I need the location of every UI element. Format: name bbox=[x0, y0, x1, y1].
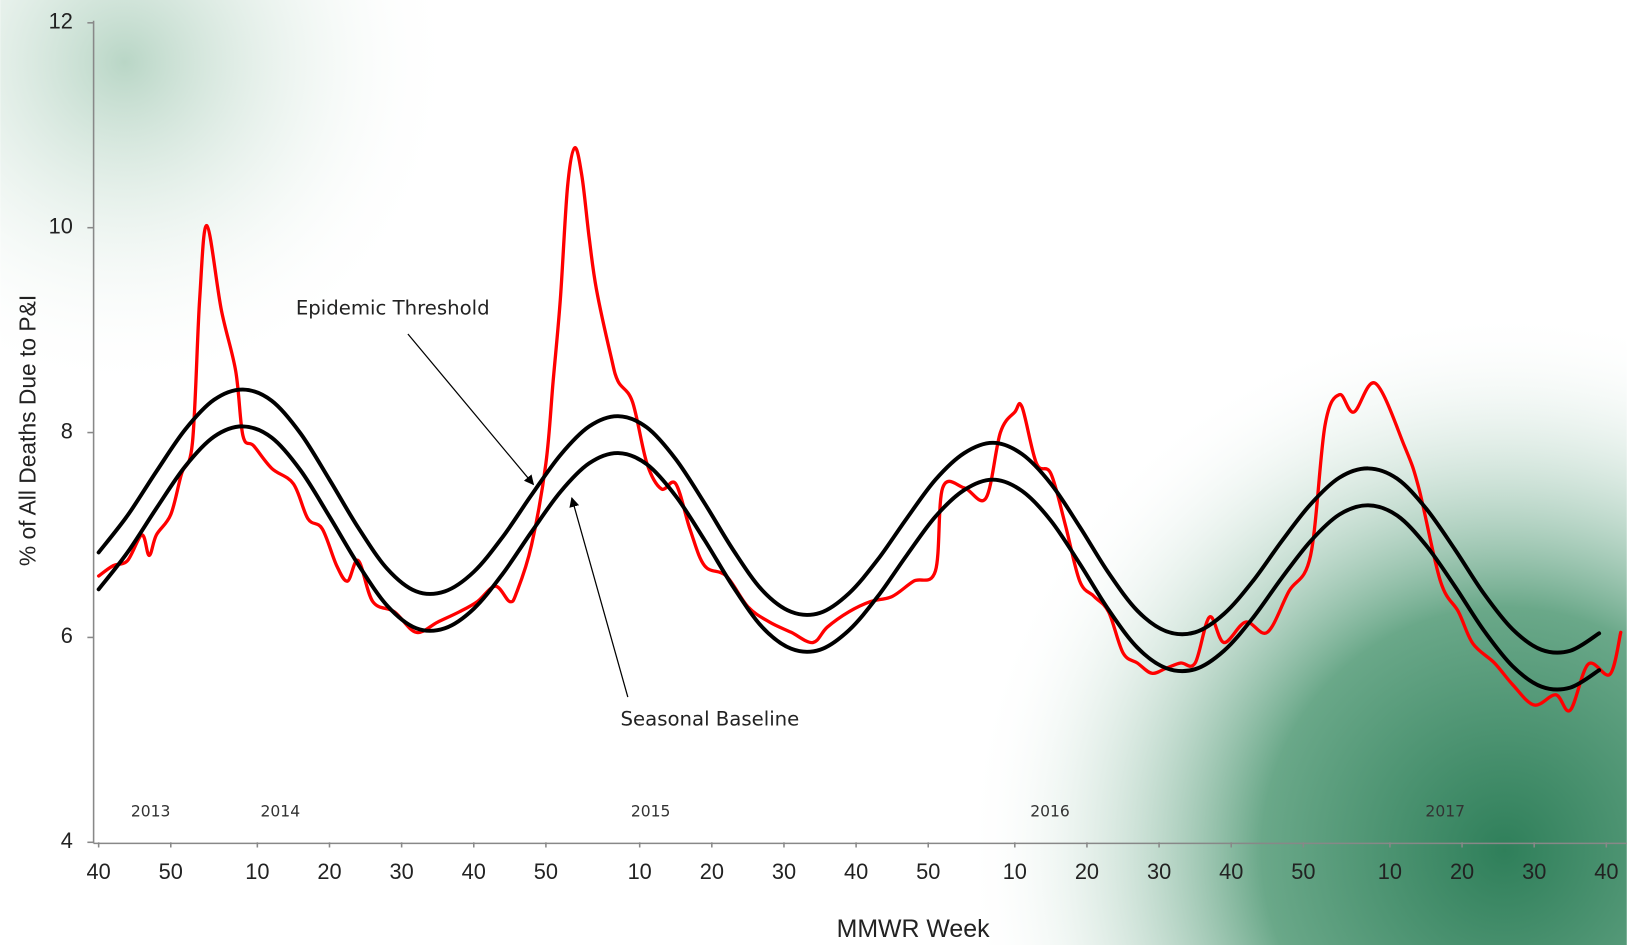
x-tick-label: 20 bbox=[700, 859, 724, 884]
x-tick-label: 50 bbox=[1291, 859, 1315, 884]
x-tick-label: 30 bbox=[1147, 859, 1171, 884]
year-label: 2015 bbox=[631, 803, 671, 821]
x-tick-label: 10 bbox=[628, 859, 652, 884]
y-tick-label: 8 bbox=[61, 418, 73, 443]
x-tick-label: 20 bbox=[317, 859, 341, 884]
x-tick-label: 40 bbox=[1219, 859, 1243, 884]
x-tick-label: 30 bbox=[1522, 859, 1546, 884]
year-label: 2013 bbox=[131, 803, 171, 821]
x-tick-label: 50 bbox=[916, 859, 940, 884]
x-tick-label: 10 bbox=[245, 859, 269, 884]
x-tick-label: 50 bbox=[534, 859, 558, 884]
y-tick-label: 4 bbox=[61, 828, 73, 853]
annotation: Seasonal Baseline bbox=[621, 707, 800, 730]
annotation-arrow bbox=[407, 333, 535, 486]
x-tick-label: 10 bbox=[1378, 859, 1402, 884]
x-tick-label: 40 bbox=[844, 859, 868, 884]
reference-line bbox=[96, 387, 1602, 655]
y-tick-label: 12 bbox=[49, 9, 73, 34]
x-axis-title: MMWR Week bbox=[837, 915, 990, 943]
x-tick-label: 40 bbox=[462, 859, 486, 884]
x-tick-label: 50 bbox=[159, 859, 183, 884]
x-tick-label: 10 bbox=[1003, 859, 1027, 884]
x-tick-label: 40 bbox=[1594, 859, 1618, 884]
y-tick-label: 6 bbox=[61, 623, 73, 648]
year-label: 2017 bbox=[1425, 803, 1465, 821]
x-tick-label: 30 bbox=[772, 859, 796, 884]
annotation-arrow bbox=[569, 496, 629, 698]
y-axis-title: % of All Deaths Due to P&I bbox=[14, 295, 40, 566]
reference-line bbox=[96, 424, 1602, 692]
x-tick-label: 20 bbox=[1450, 859, 1474, 884]
annotation: Epidemic Threshold bbox=[296, 297, 490, 320]
y-tick-label: 10 bbox=[49, 213, 73, 238]
x-tick-label: 40 bbox=[87, 859, 111, 884]
x-tick-label: 30 bbox=[390, 859, 414, 884]
x-tick-label: 20 bbox=[1075, 859, 1099, 884]
year-label: 2016 bbox=[1030, 803, 1070, 821]
year-label: 2014 bbox=[261, 803, 301, 821]
